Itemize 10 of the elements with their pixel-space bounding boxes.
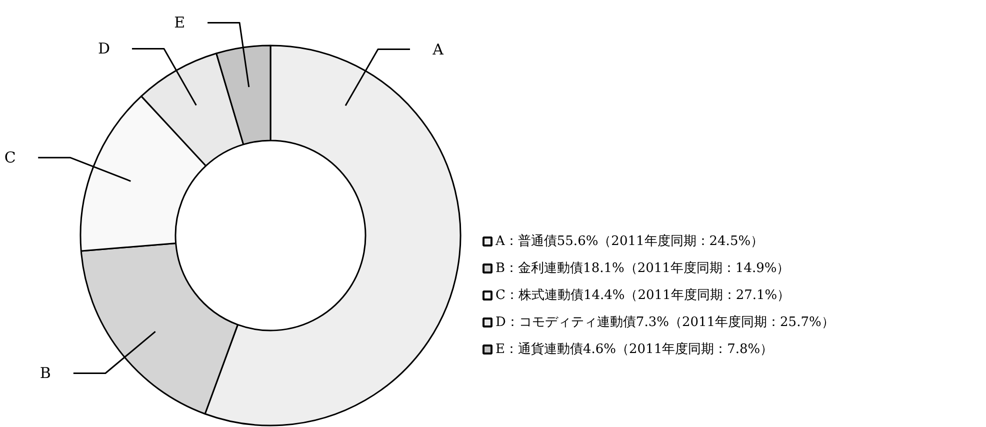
text: D — [98, 40, 110, 58]
text: B — [40, 364, 51, 382]
legend-label: D：コモディティ連動債7.3%（2011年度同期：25.7%） — [496, 314, 834, 330]
legend-label: C：株式連動債14.4%（2011年度同期：27.1%） — [496, 287, 790, 303]
text: A — [432, 40, 444, 58]
legend-label: A：普通債55.6%（2011年度同期：24.5%） — [494, 233, 764, 249]
legend-label: B：金利連動債18.1%（2011年度同期：14.9%） — [496, 260, 790, 276]
legend-label: E：通貨連動債4.6%（2011年度同期：7.8%） — [496, 341, 774, 357]
text: E — [174, 14, 186, 32]
text: C — [4, 148, 16, 167]
